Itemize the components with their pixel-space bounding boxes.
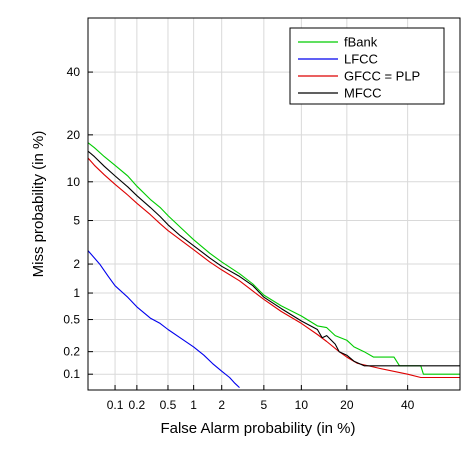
x-tick-label: 0.1 xyxy=(107,398,124,412)
y-tick-label: 0.1 xyxy=(63,367,80,381)
x-tick-label: 1 xyxy=(190,398,197,412)
series-line-fbank xyxy=(88,142,460,375)
x-tick-label: 0.5 xyxy=(160,398,177,412)
y-tick-label: 1 xyxy=(73,286,80,300)
y-tick-label: 20 xyxy=(67,128,81,142)
series-group xyxy=(88,142,460,389)
legend-label-mfcc: MFCC xyxy=(344,86,382,101)
y-tick-label: 5 xyxy=(73,214,80,228)
legend-entries: fBank LFCC GFCC = PLP MFCC xyxy=(298,35,420,101)
plot-frame xyxy=(87,17,461,391)
legend-label-fbank: fBank xyxy=(344,35,378,50)
x-axis-title: False Alarm probability (in %) xyxy=(160,420,355,437)
x-tick-label: 0.2 xyxy=(129,398,146,412)
y-tick-label: 2 xyxy=(73,257,80,271)
series-line-lfcc xyxy=(88,250,240,389)
series-line-mfcc xyxy=(88,150,460,367)
legend-box xyxy=(289,27,445,105)
legend-label-gfcc-plp: GFCC = PLP xyxy=(344,69,420,84)
x-tick-label: 10 xyxy=(295,398,309,412)
x-tick-label: 20 xyxy=(340,398,354,412)
x-ticks: 0.1 0.2 0.5 1 2 5 10 20 40 xyxy=(107,385,415,412)
x-tick-label: 40 xyxy=(401,398,415,412)
y-tick-label: 10 xyxy=(67,175,81,189)
y-tick-label: 0.2 xyxy=(63,345,80,359)
y-tick-label: 40 xyxy=(67,65,81,79)
y-axis-title: Miss probability (in %) xyxy=(30,131,47,278)
legend-label-lfcc: LFCC xyxy=(344,52,378,67)
x-tick-label: 5 xyxy=(261,398,268,412)
legend: fBank LFCC GFCC = PLP MFCC xyxy=(289,27,445,105)
x-tick-label: 2 xyxy=(218,398,225,412)
y-tick-label: 0.5 xyxy=(63,313,80,327)
y-ticks: 0.1 0.2 0.5 1 2 5 10 20 40 xyxy=(63,65,93,381)
